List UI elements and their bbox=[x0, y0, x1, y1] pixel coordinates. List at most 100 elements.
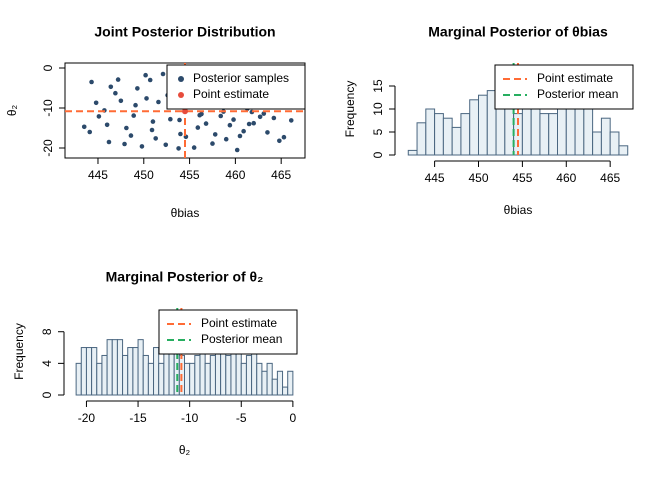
point bbox=[197, 112, 202, 118]
bar bbox=[194, 354, 201, 396]
point bbox=[124, 125, 129, 131]
bar bbox=[163, 347, 170, 396]
x-tick-label: -10 bbox=[181, 411, 199, 425]
bar bbox=[276, 370, 284, 396]
x-tick-label: 460 bbox=[556, 171, 576, 185]
y-tick-label: 0 bbox=[371, 151, 385, 158]
x-tick-label: 465 bbox=[600, 171, 620, 185]
x-tick-label: 445 bbox=[88, 168, 108, 182]
bar bbox=[75, 362, 82, 396]
point bbox=[277, 138, 282, 144]
point bbox=[210, 141, 215, 146]
point bbox=[122, 141, 127, 147]
point bbox=[118, 98, 124, 104]
point bbox=[106, 139, 112, 145]
chart-title: Joint Posterior Distribution bbox=[94, 24, 275, 40]
bar bbox=[153, 347, 160, 396]
bar bbox=[189, 362, 196, 396]
x-tick-label: 450 bbox=[468, 171, 488, 185]
y-tick-label: 5 bbox=[371, 128, 385, 135]
point bbox=[223, 136, 229, 142]
bar bbox=[101, 354, 108, 396]
bar bbox=[147, 362, 155, 396]
chart-title: Marginal Posterior of θbias bbox=[428, 24, 608, 40]
point bbox=[143, 72, 148, 78]
bar bbox=[240, 362, 247, 396]
point bbox=[241, 128, 246, 134]
point bbox=[135, 86, 140, 91]
bar bbox=[96, 362, 103, 396]
point bbox=[246, 121, 252, 127]
point bbox=[149, 127, 155, 133]
bar bbox=[230, 347, 237, 396]
bar bbox=[158, 362, 165, 396]
point bbox=[144, 96, 149, 101]
bar bbox=[127, 347, 134, 396]
point bbox=[147, 77, 153, 83]
bar bbox=[592, 131, 602, 156]
bar bbox=[251, 347, 258, 396]
point bbox=[203, 121, 209, 126]
legend-box bbox=[158, 309, 298, 355]
bar bbox=[469, 99, 479, 156]
point bbox=[104, 122, 110, 128]
bar bbox=[530, 108, 541, 156]
x-tick-label: 460 bbox=[225, 168, 245, 182]
point bbox=[231, 117, 236, 122]
point bbox=[182, 108, 188, 115]
bar bbox=[122, 354, 129, 396]
point bbox=[212, 132, 218, 137]
bar bbox=[184, 362, 191, 396]
point bbox=[163, 142, 169, 148]
point bbox=[160, 71, 166, 77]
y-tick-label: 0 bbox=[40, 391, 54, 398]
bar bbox=[539, 113, 550, 156]
bar bbox=[282, 386, 289, 396]
bar bbox=[271, 378, 278, 396]
x-tick-label: 465 bbox=[271, 168, 291, 182]
point bbox=[115, 77, 121, 82]
y-tick-label: 10 bbox=[371, 102, 385, 116]
bar bbox=[116, 339, 124, 396]
legend-label: Point estimate bbox=[201, 316, 277, 330]
point bbox=[96, 114, 102, 119]
bar bbox=[85, 347, 93, 396]
bar bbox=[407, 149, 418, 156]
x-tick-label: 0 bbox=[290, 411, 297, 425]
y-tick-label: 4 bbox=[40, 360, 54, 367]
x-axis-label: θbias bbox=[504, 203, 533, 217]
x-axis-label: θbias bbox=[171, 206, 200, 220]
legend-symbol bbox=[178, 76, 184, 82]
bar bbox=[256, 362, 263, 396]
point bbox=[89, 79, 94, 85]
bar bbox=[266, 362, 273, 396]
point bbox=[281, 134, 287, 140]
y-axis-label: Frequency bbox=[343, 81, 357, 138]
bar bbox=[142, 354, 149, 396]
bar bbox=[220, 347, 227, 396]
point bbox=[191, 145, 197, 150]
y-axis-label: θ₂ bbox=[5, 104, 19, 116]
point bbox=[128, 133, 134, 138]
legend-label: Posterior samples bbox=[193, 71, 289, 85]
point bbox=[156, 99, 161, 105]
bar bbox=[91, 347, 98, 396]
point bbox=[108, 84, 114, 90]
bar bbox=[261, 370, 268, 396]
point bbox=[261, 111, 267, 116]
bar bbox=[287, 370, 294, 396]
legend-label: Posterior mean bbox=[201, 332, 282, 346]
y-tick-label: 0 bbox=[41, 64, 55, 71]
point bbox=[177, 117, 182, 123]
point bbox=[150, 119, 156, 124]
bar bbox=[600, 117, 611, 156]
point bbox=[176, 146, 181, 151]
legend-label: Point estimate bbox=[193, 87, 269, 101]
bar bbox=[442, 117, 453, 156]
chart-title: Marginal Posterior of θ₂ bbox=[106, 269, 264, 285]
point bbox=[195, 125, 201, 130]
point bbox=[237, 133, 243, 139]
bar bbox=[111, 339, 118, 396]
y-tick-label: 15 bbox=[371, 79, 385, 93]
